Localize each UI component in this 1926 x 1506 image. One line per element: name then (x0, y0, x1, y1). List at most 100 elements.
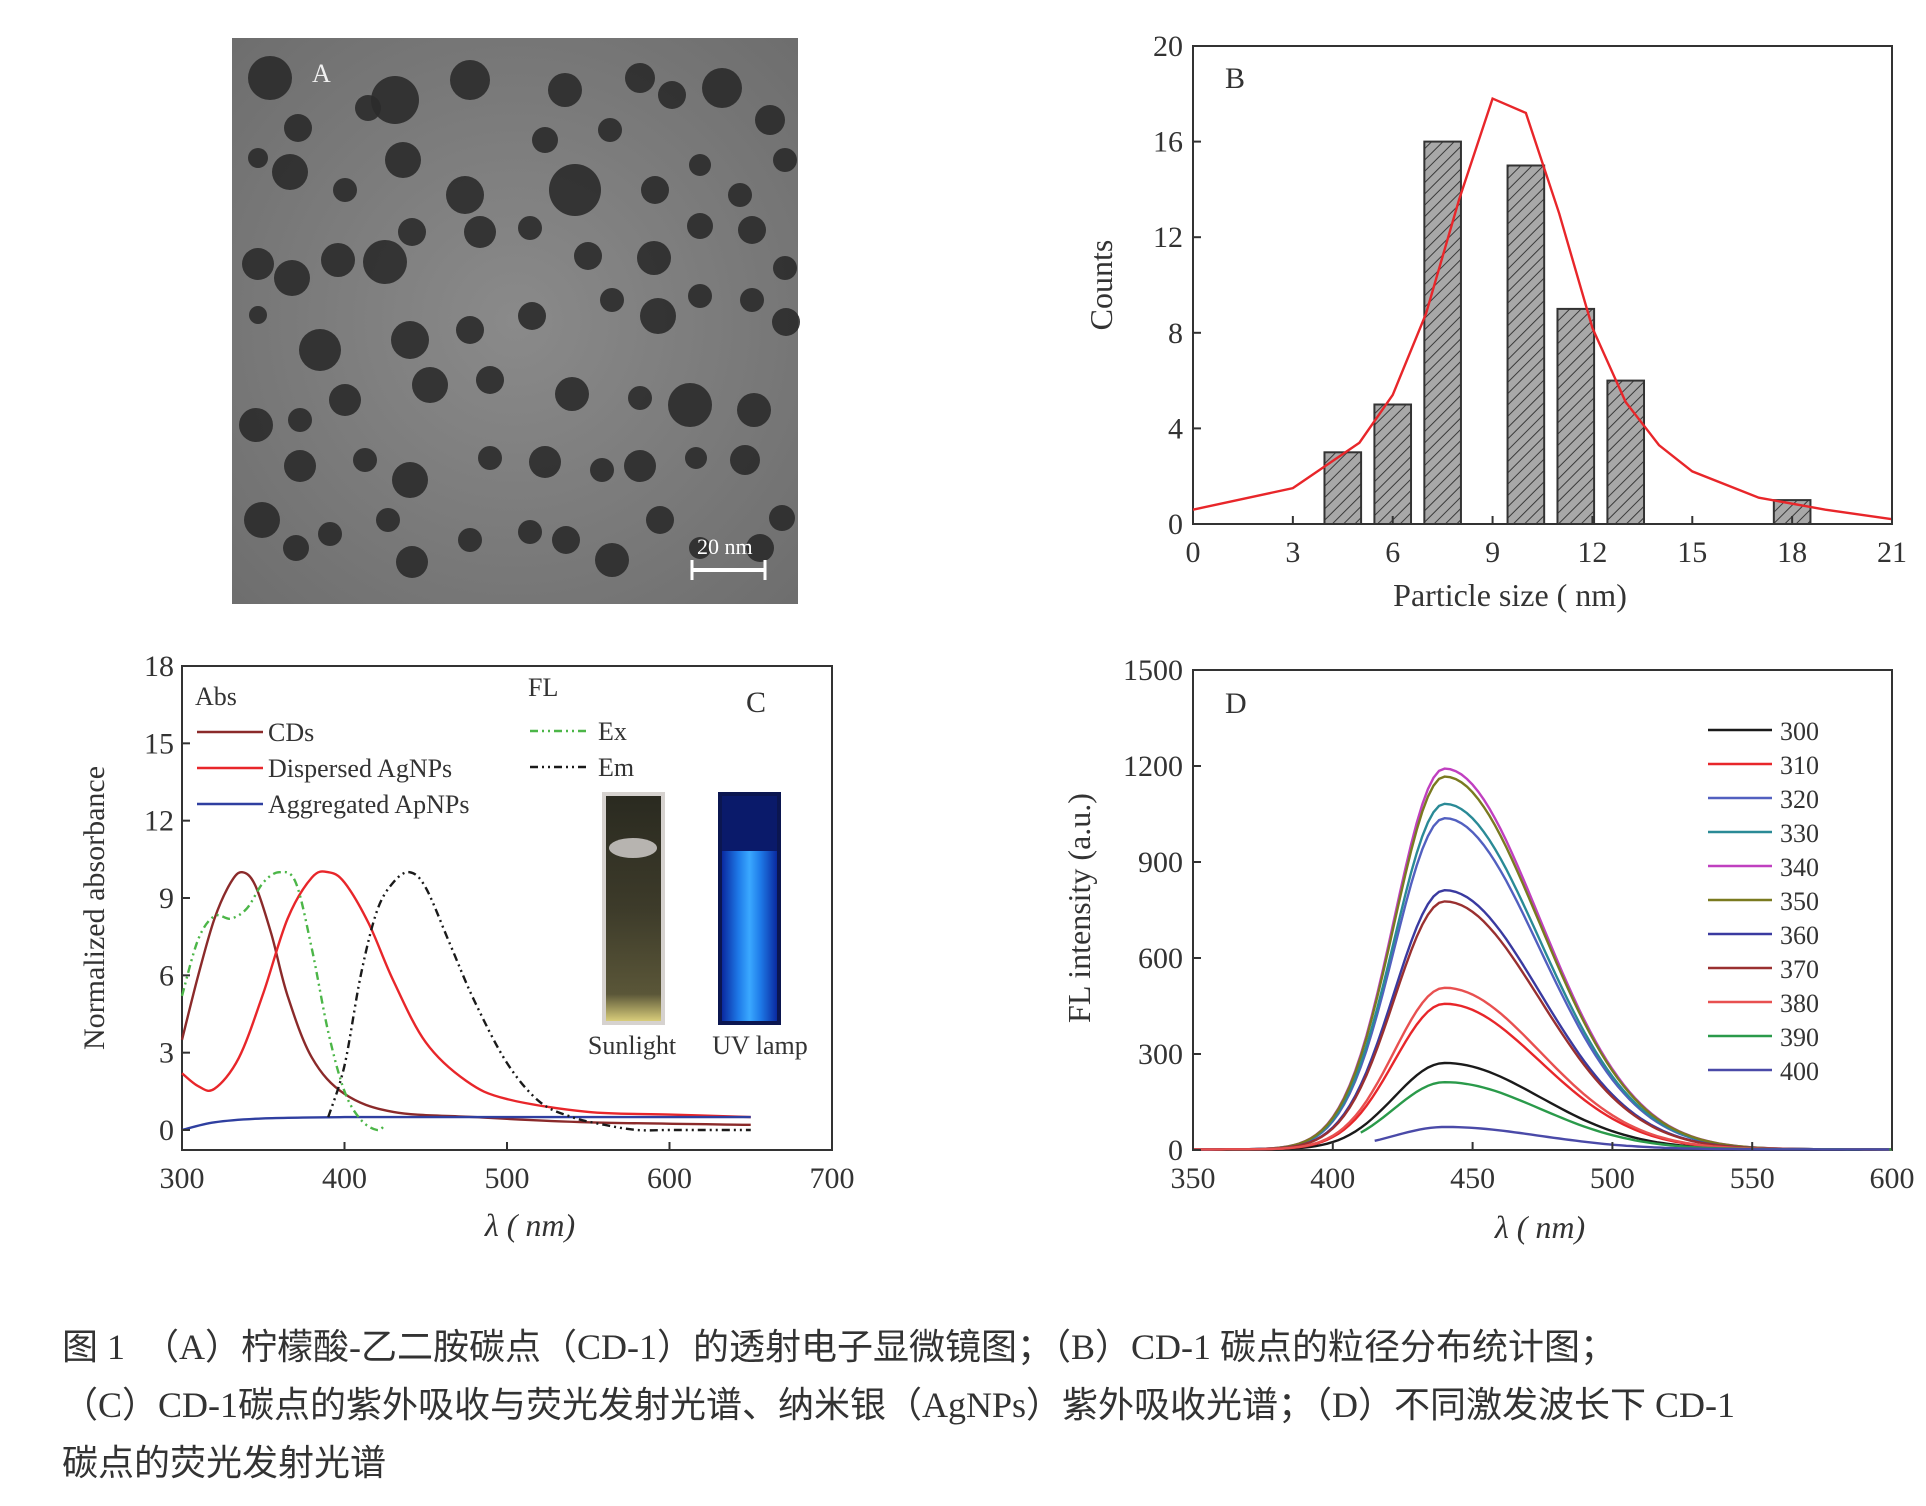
tem-particle (464, 216, 496, 248)
histogram-bar (1556, 307, 1596, 525)
tem-particle (532, 127, 558, 153)
tem-particle (624, 450, 656, 482)
tem-particle (641, 176, 669, 204)
tem-particle (548, 73, 582, 107)
tem-image (232, 38, 798, 604)
tem-particle (458, 528, 482, 552)
tem-particle (598, 118, 622, 142)
panel-b-fit-curve (1192, 96, 1893, 521)
tem-particle (450, 60, 490, 100)
y-tick-label: 9 (159, 882, 174, 915)
tem-particles (239, 56, 800, 578)
y-tick-label: 12 (144, 805, 174, 838)
x-tick-label: 500 (1590, 1162, 1635, 1195)
y-tick-label: 300 (1138, 1038, 1183, 1071)
panel-a: A 20 nm (232, 38, 800, 604)
tem-particle (773, 148, 797, 172)
x-tick-label: 3 (1285, 536, 1300, 569)
panel-b-y-ticks: 0 4 8 12 16 20 (1153, 30, 1201, 541)
legend-label: Em (598, 753, 634, 782)
panel-d-x-axis-label: λ ( nm) (1494, 1209, 1585, 1245)
x-tick-label: 9 (1485, 536, 1500, 569)
x-tick-label: 0 (1186, 536, 1201, 569)
tem-particle (363, 240, 407, 284)
tem-particle (746, 534, 774, 562)
panel-d-series (1193, 767, 1892, 1151)
tem-particle (385, 142, 421, 178)
tem-particle (688, 284, 712, 308)
x-tick-label: 15 (1677, 536, 1707, 569)
tem-particle (549, 164, 601, 216)
panel-d-legend: 300 310 320 330 340 350 360 370 380 390 400 (1708, 717, 1819, 1086)
panel-b-x-axis-label: Particle size ( nm) (1393, 577, 1627, 613)
legend-label: 320 (1780, 785, 1819, 814)
tem-particle (689, 537, 711, 559)
tem-particle (737, 393, 771, 427)
legend-label: 360 (1780, 921, 1819, 950)
tem-particle (288, 408, 312, 432)
tem-particle (529, 446, 561, 478)
tem-particle (687, 213, 713, 239)
legend-label: 300 (1780, 717, 1819, 746)
panel-b-bars (1323, 140, 1812, 526)
tem-particle (625, 63, 655, 93)
x-tick-label: 500 (485, 1162, 530, 1195)
histogram-bar (1506, 164, 1546, 525)
tem-particle (355, 95, 381, 121)
panel-d-label: D (1225, 687, 1247, 720)
tem-particle (239, 408, 273, 442)
tem-particle (274, 260, 310, 296)
tem-particle (329, 384, 361, 416)
y-tick-label: 6 (159, 959, 174, 992)
tem-particle (646, 506, 674, 534)
x-tick-label: 18 (1777, 536, 1807, 569)
y-tick-label: 1500 (1123, 654, 1183, 687)
caption-line-1: 图 1 （A）柠檬酸-乙二胺碳点（CD-1）的透射电子显微镜图；（B）CD-1 … (62, 1327, 1616, 1367)
figure-canvas: A 20 nm B 0 3 6 9 12 15 18 21 0 4 8 12 16 20 Particl… (78, 30, 1915, 1245)
series-line-dispersed-agnps (181, 870, 751, 1119)
legend-label: 350 (1780, 887, 1819, 916)
tem-particle (555, 377, 589, 411)
tem-particle (689, 154, 711, 176)
tem-particle (371, 76, 419, 124)
tem-particle (392, 462, 428, 498)
panel-a-label: A (312, 59, 331, 88)
tem-particle (376, 508, 400, 532)
y-tick-label: 8 (1168, 317, 1183, 350)
tem-particle (321, 243, 355, 277)
caption-line-2: （C）CD-1碳点的紫外吸收与荧光发射光谱、纳米银（AgNPs）紫外吸收光谱；（… (62, 1385, 1736, 1425)
y-tick-label: 12 (1153, 221, 1183, 254)
tem-particle (668, 383, 712, 427)
tem-particle (595, 543, 629, 577)
legend-label: CDs (268, 718, 314, 747)
tem-particle (637, 241, 671, 275)
panel-c-y-ticks: 0 3 6 9 12 15 18 (144, 650, 190, 1147)
panel-b-x-ticks: 0 3 6 9 12 15 18 21 (1186, 516, 1907, 569)
tem-particle (244, 502, 280, 538)
y-tick-label: 0 (159, 1114, 174, 1147)
tem-particle (476, 366, 504, 394)
legend-label: 390 (1780, 1023, 1819, 1052)
panel-c-abs-heading: Abs (195, 682, 237, 711)
tem-particle (391, 321, 429, 359)
tem-particle (518, 302, 546, 330)
x-tick-label: 6 (1385, 536, 1400, 569)
y-tick-label: 600 (1138, 942, 1183, 975)
series-line-em (327, 870, 751, 1132)
x-tick-label: 600 (1870, 1162, 1915, 1195)
tem-particle (574, 242, 602, 270)
y-tick-label: 20 (1153, 30, 1183, 63)
legend-label: Ex (598, 717, 627, 746)
legend-label: 370 (1780, 955, 1819, 984)
tem-particle (728, 183, 752, 207)
tem-particle (600, 288, 624, 312)
tem-particle (283, 535, 309, 561)
x-tick-label: 21 (1877, 536, 1907, 569)
panel-d-x-ticks: 350 400 450 500 550 600 (1171, 1142, 1915, 1195)
y-tick-label: 1200 (1123, 750, 1183, 783)
tem-particle (284, 450, 316, 482)
panel-c-x-ticks: 300 400 500 600 700 (160, 1142, 855, 1195)
tem-particle (685, 447, 707, 469)
tem-particle (412, 367, 448, 403)
y-tick-label: 16 (1153, 126, 1183, 159)
